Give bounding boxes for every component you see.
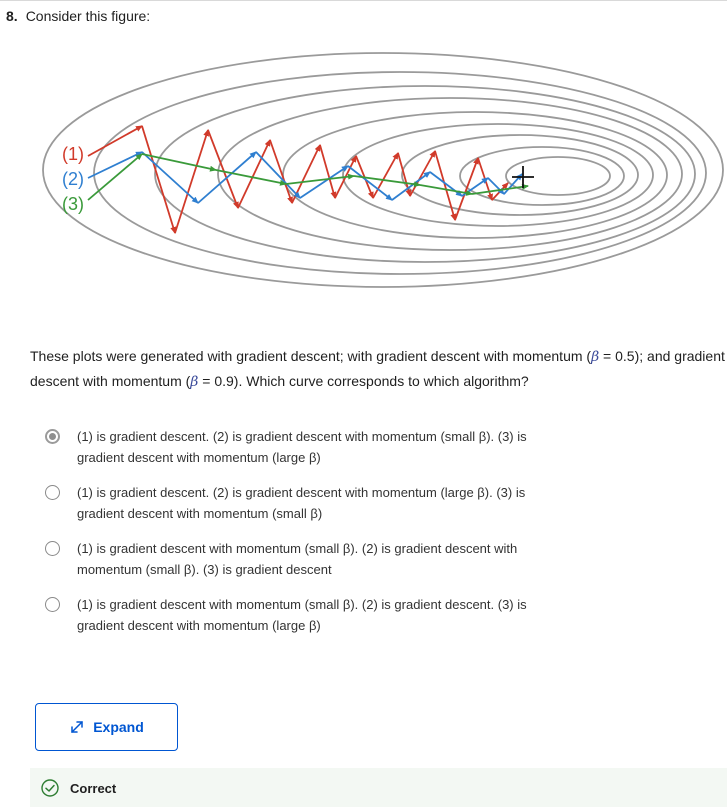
- contour-ring: [42, 52, 724, 288]
- option-text: (1) is gradient descent. (2) is gradient…: [77, 482, 577, 524]
- contour-ring: [154, 85, 696, 263]
- label-curve-3: (3): [62, 194, 84, 214]
- answer-option-1[interactable]: (1) is gradient descent. (2) is gradient…: [44, 426, 624, 482]
- plus-icon: [512, 166, 534, 188]
- contour-lines: [42, 52, 724, 288]
- curve-3-step: [353, 175, 421, 188]
- option-line: (1) is gradient descent with momentum (s…: [77, 597, 527, 612]
- option-line: (1) is gradient descent. (2) is gradient…: [77, 429, 527, 444]
- radio-button[interactable]: [45, 541, 60, 556]
- curve-3-step: [141, 153, 217, 172]
- contour-ring: [93, 71, 707, 275]
- contour-ring: [401, 134, 639, 216]
- beta-symbol: β: [591, 349, 600, 365]
- contour-ring: [505, 156, 611, 196]
- radio-button-selected[interactable]: [45, 429, 60, 444]
- check-circle-icon: [41, 779, 59, 797]
- expand-button[interactable]: Expand: [35, 703, 178, 751]
- option-line: gradient descent with momentum (large β): [77, 618, 321, 633]
- curve-1-step: [207, 129, 239, 209]
- curve-2-blue: [87, 151, 523, 204]
- option-text: (1) is gradient descent. (2) is gradient…: [77, 426, 577, 468]
- expand-label: Expand: [93, 719, 144, 735]
- curve-2-step: [429, 171, 463, 197]
- expand-arrows-icon: [71, 721, 83, 733]
- curve-1-step: [87, 125, 143, 157]
- option-text: (1) is gradient descent with momentum (s…: [77, 538, 577, 580]
- curve-1-step: [397, 152, 412, 197]
- curve-2-step: [197, 151, 257, 204]
- curve-3-step: [87, 153, 143, 201]
- curve-1-step: [237, 139, 271, 209]
- question-header: 8. Consider this figure:: [6, 8, 150, 24]
- curve-1-step: [174, 129, 210, 234]
- feedback-label: Correct: [70, 781, 117, 796]
- question-text-part-1: These plots were generated with gradient…: [30, 348, 592, 364]
- curve-2-step: [299, 165, 349, 199]
- answer-option-2[interactable]: (1) is gradient descent. (2) is gradient…: [44, 482, 624, 538]
- contour-ring: [342, 123, 654, 227]
- beta-symbol: β: [190, 374, 199, 390]
- contour-plot: (1) (2) (3): [42, 52, 724, 288]
- answer-option-4[interactable]: (1) is gradient descent with momentum (s…: [44, 594, 624, 650]
- curve-3-step: [285, 173, 355, 185]
- contour-ring: [459, 146, 625, 206]
- question-text: These plots were generated with gradient…: [30, 344, 727, 394]
- curve-2-step: [255, 151, 301, 199]
- curve-1-step: [269, 139, 293, 204]
- curve-1-step: [434, 150, 457, 221]
- curve-2-step: [391, 171, 431, 201]
- label-curve-2: (2): [62, 169, 84, 189]
- curve-1-step: [454, 157, 479, 221]
- question-prompt: Consider this figure:: [25, 8, 151, 24]
- question-text-part-2: = 0.5); and gradient descent with moment…: [30, 348, 725, 389]
- curve-3-step: [215, 169, 287, 186]
- curve-2-step: [87, 151, 143, 179]
- option-line: momentum (small β). (3) is gradient desc…: [77, 562, 332, 577]
- contour-ring: [217, 97, 683, 251]
- curve-3-step: [419, 184, 473, 196]
- curve-2-step: [347, 165, 393, 201]
- radio-button[interactable]: [45, 597, 60, 612]
- answer-option-3[interactable]: (1) is gradient descent with momentum (s…: [44, 538, 624, 594]
- question-text-part-3: = 0.9). Which curve corresponds to which…: [198, 373, 529, 389]
- curve-1-step: [409, 150, 436, 197]
- option-line: (1) is gradient descent with momentum (s…: [77, 541, 518, 556]
- option-text: (1) is gradient descent with momentum (s…: [77, 594, 577, 636]
- radio-button[interactable]: [45, 485, 60, 500]
- curve-3-green: [87, 153, 529, 201]
- answer-options: (1) is gradient descent. (2) is gradient…: [44, 426, 624, 650]
- curve-2-step: [487, 177, 505, 195]
- curve-3-step: [471, 183, 529, 195]
- option-line: gradient descent with momentum (small β): [77, 506, 323, 521]
- feedback-banner: Correct: [30, 768, 727, 807]
- option-line: (1) is gradient descent. (2) is gradient…: [77, 485, 526, 500]
- contour-figure: (1) (2) (3): [30, 48, 727, 318]
- top-divider: [0, 0, 727, 1]
- option-line: gradient descent with momentum (large β): [77, 450, 321, 465]
- curve-1-step: [141, 125, 177, 234]
- curve-1-step: [372, 152, 399, 199]
- curve-2-step: [141, 151, 199, 204]
- question-number: 8.: [6, 8, 18, 24]
- curve-1-step: [319, 144, 337, 199]
- curve-1-red: [87, 125, 509, 234]
- curve-labels: (1) (2) (3): [62, 144, 84, 214]
- label-curve-1: (1): [62, 144, 84, 164]
